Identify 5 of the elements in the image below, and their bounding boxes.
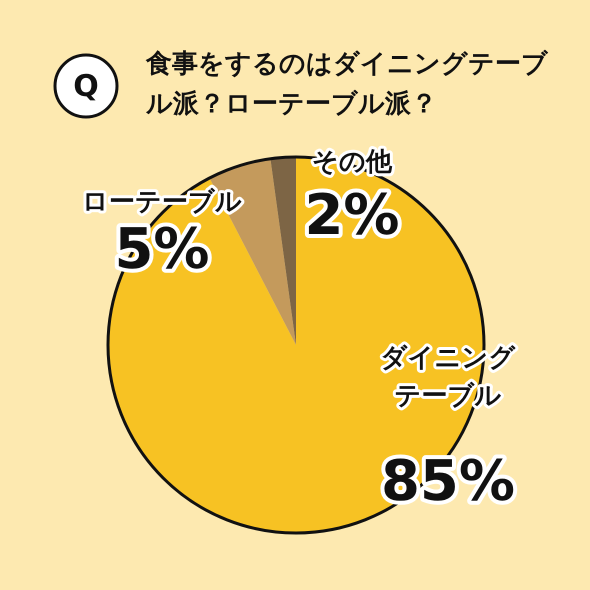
badge: Q	[54, 54, 118, 118]
chart-title: 食事をするのはダイニングテーブル派？ローテーブル派？	[146, 48, 550, 121]
data-label: 2%	[304, 183, 400, 248]
slice-label: ローテーブル	[82, 187, 242, 217]
pie-slice	[270, 157, 296, 345]
